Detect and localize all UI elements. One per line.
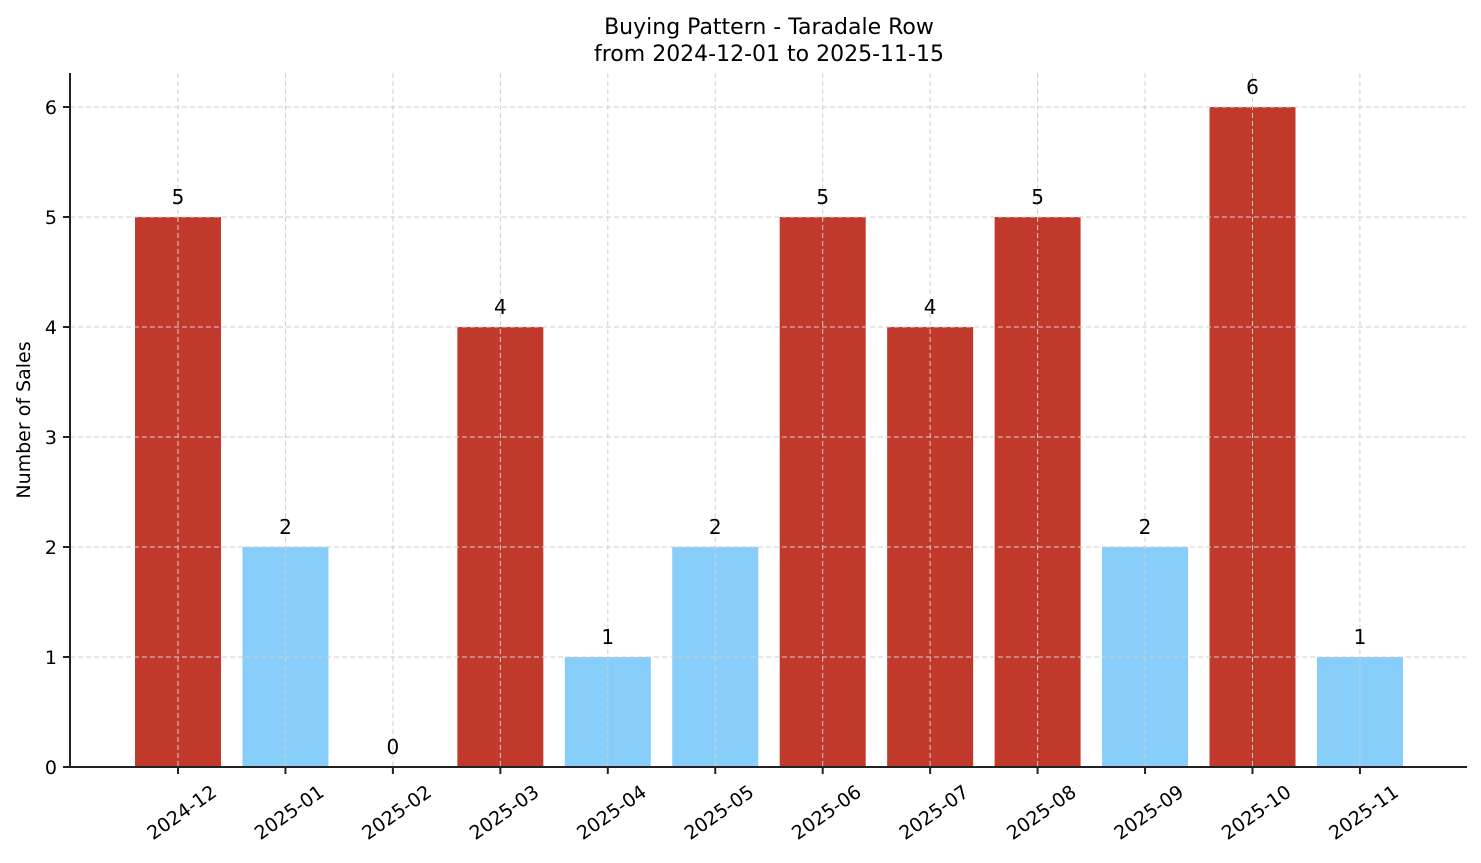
value-label: 2 (1139, 515, 1152, 539)
chart-subtitle: from 2024-12-01 to 2025-11-15 (594, 42, 944, 67)
value-labels: 5 2 0 4 1 2 5 4 5 2 6 1 (172, 75, 1367, 759)
y-tick-label: 2 (45, 537, 57, 559)
x-tick-label: 2025-05 (680, 781, 758, 845)
x-tick-label: 2025-02 (358, 781, 436, 845)
value-label: 2 (709, 515, 722, 539)
value-label: 1 (1354, 625, 1367, 649)
y-tick-label: 4 (45, 317, 57, 339)
value-label: 5 (1031, 185, 1044, 209)
y-tick-label: 3 (45, 427, 57, 449)
value-label: 1 (601, 625, 614, 649)
x-tick-label: 2024-12 (143, 781, 221, 845)
y-tick-label: 5 (45, 207, 57, 229)
value-label: 4 (494, 295, 507, 319)
y-tick-label: 0 (45, 757, 57, 779)
x-tick-label: 2025-11 (1325, 781, 1403, 845)
value-label: 5 (816, 185, 829, 209)
x-tick-label: 2025-08 (1003, 781, 1081, 845)
y-axis: 0 1 2 3 4 5 6 (45, 97, 70, 779)
y-tick-label: 6 (45, 97, 57, 119)
y-axis-label: Number of Sales (13, 341, 35, 498)
y-tick-label: 1 (45, 647, 57, 669)
value-label: 2 (279, 515, 292, 539)
gridlines (70, 73, 1466, 767)
x-tick-label: 2025-10 (1218, 781, 1296, 845)
x-tick-label: 2025-07 (895, 781, 973, 845)
x-tick-label: 2025-06 (788, 781, 866, 845)
x-tick-label: 2025-03 (466, 781, 544, 845)
value-label: 4 (924, 295, 937, 319)
value-label: 6 (1246, 75, 1259, 99)
value-label: 0 (387, 735, 400, 759)
chart-title: Buying Pattern - Taradale Row (604, 15, 934, 40)
x-tick-label: 2025-01 (251, 781, 329, 845)
x-tick-label: 2025-04 (573, 781, 651, 845)
value-label: 5 (172, 185, 185, 209)
x-tick-label: 2025-09 (1110, 781, 1188, 845)
x-axis: 2024-12 2025-01 2025-02 2025-03 2025-04 2025-… (143, 767, 1403, 845)
